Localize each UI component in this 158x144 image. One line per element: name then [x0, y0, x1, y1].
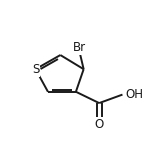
Text: O: O	[94, 118, 104, 131]
Text: S: S	[32, 63, 39, 76]
Text: Br: Br	[72, 41, 86, 54]
Text: OH: OH	[126, 88, 144, 101]
